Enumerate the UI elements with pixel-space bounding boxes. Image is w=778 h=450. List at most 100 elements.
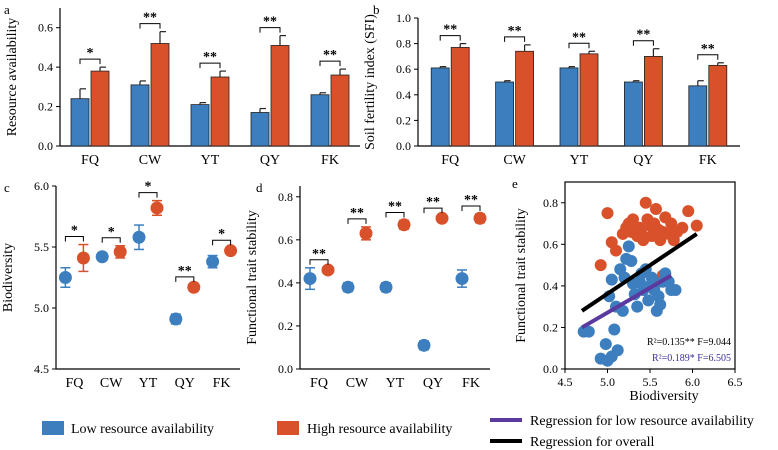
x-tick-label: FQ [65, 376, 83, 391]
regression-line-low [580, 273, 673, 330]
y-tick-label: 4.5 [34, 362, 49, 376]
y-tick-label: 0.0 [38, 139, 53, 153]
x-tick-label: FK [699, 153, 717, 168]
bar [270, 45, 290, 147]
y-tick-label: 0.4 [396, 88, 411, 102]
y-tick-label: 0.4 [38, 60, 53, 74]
x-tick-label: 6.5 [728, 375, 743, 389]
y-axis-label: Resource availability [5, 18, 20, 137]
significance-bracket [259, 27, 281, 33]
data-point-low [654, 298, 667, 311]
data-point-low [631, 300, 644, 313]
y-tick-label: 0.8 [396, 37, 411, 51]
x-tick-label: YT [570, 153, 589, 168]
data-point-high [610, 244, 622, 257]
significance-label: ** [443, 23, 457, 38]
y-axis-label: Functional trait stability [514, 208, 529, 343]
bar [644, 56, 663, 147]
y-axis-label: Functional trait stability [245, 210, 260, 345]
x-tick-label: YT [139, 376, 158, 391]
significance-bracket [632, 40, 654, 46]
y-tick-label: 1.0 [396, 11, 411, 25]
significance-bracket [461, 205, 481, 211]
data-point-low [599, 338, 612, 351]
significance-label: * [71, 224, 78, 239]
legend-label-regression-overall: Regression for overall [530, 435, 655, 450]
bar [90, 70, 110, 147]
y-axis-label: Soil fertility index (SFI) [363, 14, 378, 150]
y-tick-label: 6.0 [34, 179, 49, 193]
bar [310, 94, 330, 147]
data-point [224, 244, 238, 258]
data-point [303, 272, 317, 286]
legend-swatch-low [42, 421, 64, 435]
y-tick-label: 0.2 [38, 100, 53, 114]
significance-bracket [64, 236, 84, 242]
y-tick-label: 0.0 [543, 362, 558, 376]
data-point-high [601, 207, 614, 220]
significance-bracket [697, 54, 719, 60]
x-tick-label: CW [503, 153, 526, 168]
bar [150, 43, 170, 147]
significance-label: ** [388, 199, 402, 214]
regression-annotation-overall: R²=0.135** F=9.044 [647, 337, 731, 348]
data-point-high [676, 221, 689, 234]
data-point [379, 280, 393, 294]
x-tick-label: CW [100, 376, 123, 391]
significance-label: ** [178, 264, 192, 279]
bar [210, 76, 230, 147]
y-tick-label: 0.2 [278, 319, 293, 333]
panel-letter: e [512, 176, 518, 191]
y-tick-label: 0.6 [278, 233, 293, 247]
y-tick-label: 0.4 [278, 276, 293, 290]
significance-label: * [145, 180, 152, 195]
y-tick-label: 0.6 [38, 21, 53, 35]
significance-bracket [439, 35, 461, 41]
x-tick-label: YT [201, 153, 220, 168]
x-tick-label: CW [346, 376, 369, 391]
x-tick-label: 6.0 [685, 375, 700, 389]
data-point [150, 201, 164, 215]
y-tick-label: 0.2 [543, 320, 558, 334]
legend-swatch-high [277, 421, 299, 435]
x-tick-label: CW [139, 153, 162, 168]
significance-bracket [101, 237, 121, 243]
significance-bracket [347, 218, 367, 224]
data-point-high [594, 259, 607, 272]
data-point [113, 245, 127, 259]
y-tick-label: 0.6 [543, 237, 558, 251]
regression-line-overall [580, 232, 698, 313]
data-point-low [611, 344, 624, 357]
significance-label: ** [203, 50, 217, 65]
data-point-low [642, 294, 655, 307]
data-point [397, 218, 411, 232]
x-tick-label: QY [175, 376, 195, 391]
y-tick-label: 0.4 [543, 279, 558, 293]
bar [430, 67, 450, 147]
significance-bracket [568, 42, 590, 49]
x-axis-label: Biodiversity [629, 389, 698, 404]
data-point-high [639, 196, 652, 209]
y-tick-label: 0.8 [543, 196, 558, 210]
x-tick-label: QY [423, 376, 443, 391]
data-point-low [616, 304, 629, 317]
legend-label-regression-low: Regression for low resource availability [530, 414, 754, 429]
x-tick-label: QY [633, 153, 653, 168]
significance-label: ** [636, 28, 650, 43]
data-point-low [608, 323, 621, 336]
x-tick-label: FQ [310, 376, 328, 391]
data-point [473, 211, 487, 225]
y-tick-label: 5.5 [34, 240, 49, 254]
data-point [417, 338, 431, 352]
y-tick-label: 0.8 [278, 190, 293, 204]
significance-label: ** [143, 11, 157, 26]
y-tick-label: 0.0 [278, 362, 293, 376]
significance-bracket [139, 23, 161, 29]
data-point-low [645, 271, 658, 284]
x-tick-label: FK [321, 153, 339, 168]
y-axis-label: Biodiversity [1, 243, 16, 312]
significance-bracket [423, 207, 443, 214]
x-tick-label: FK [213, 376, 231, 391]
bar [450, 47, 470, 147]
data-point-low [669, 284, 682, 297]
